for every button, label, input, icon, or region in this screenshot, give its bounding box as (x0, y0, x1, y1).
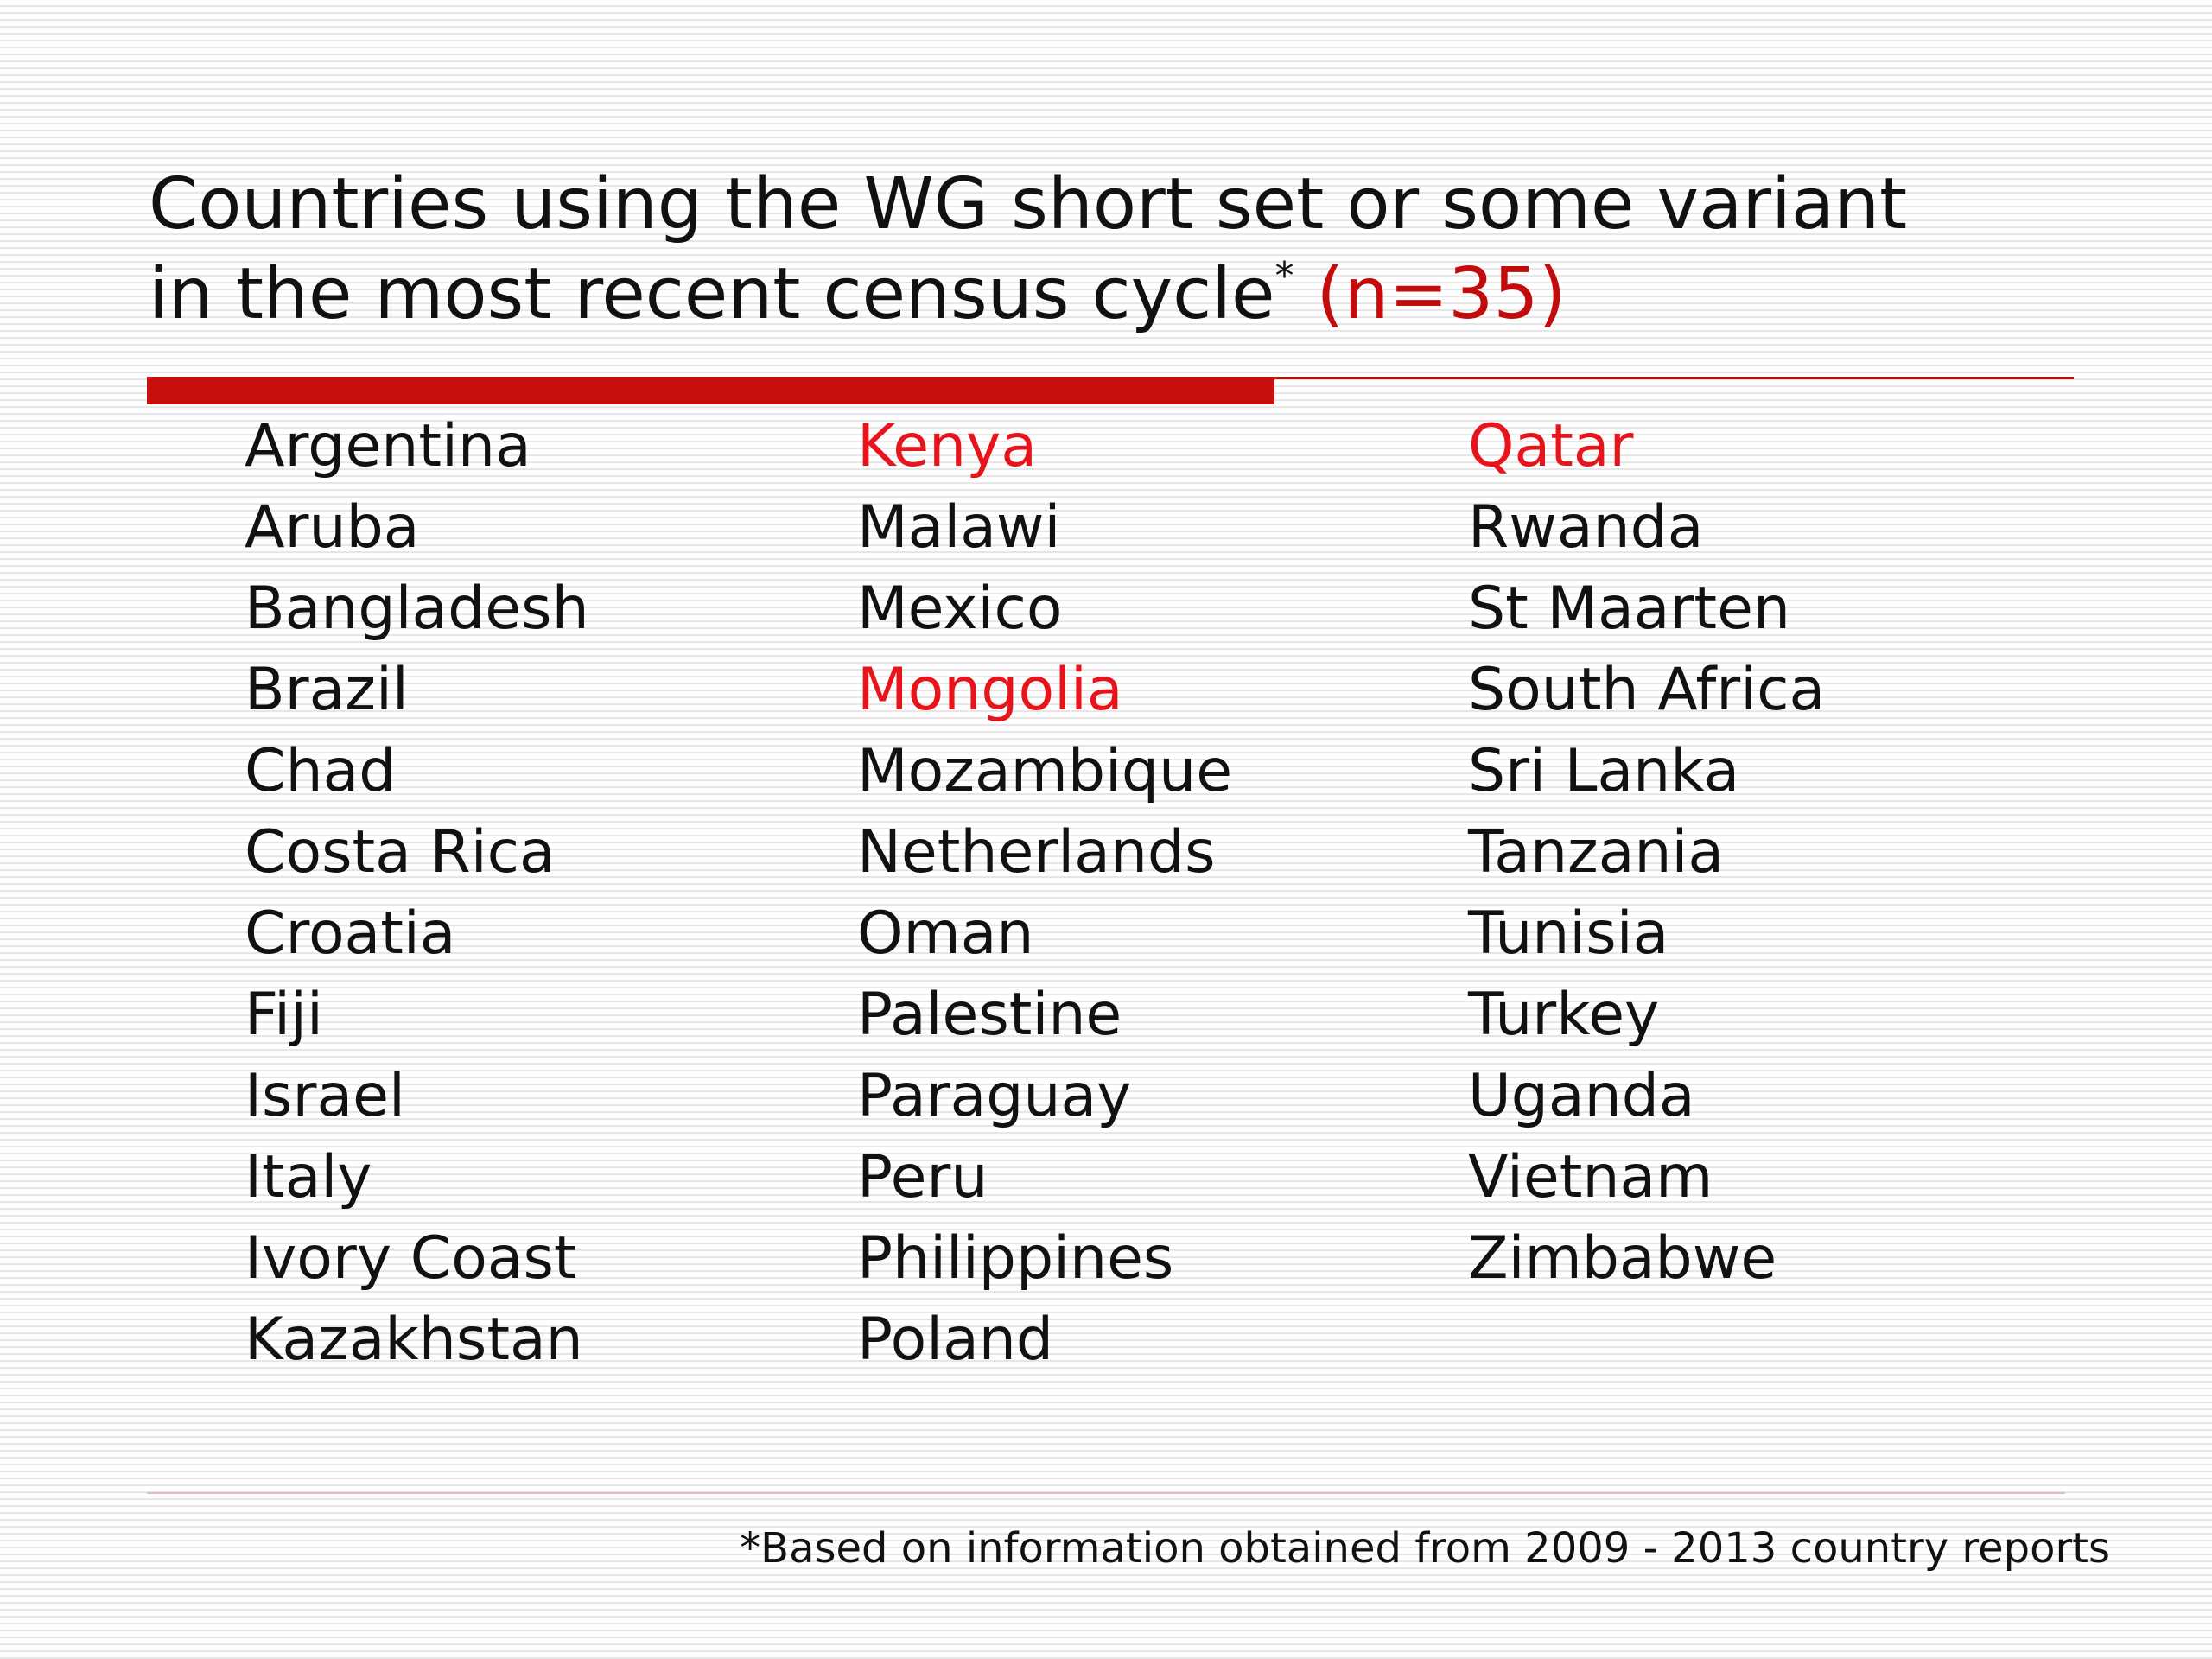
title-line-2-text: in the most recent census cycle (149, 253, 1275, 335)
country-item: Tanzania (1468, 818, 1725, 887)
country-item: Mozambique (857, 737, 1233, 805)
title-line-2: in the most recent census cycle* (n=35) (149, 250, 2093, 340)
country-item: Italy (245, 1143, 372, 1211)
footnote: *Based on information obtained from 2009… (740, 1524, 2110, 1573)
country-item: Argentina (245, 412, 531, 480)
country-item: Costa Rica (245, 818, 556, 887)
country-column-2: Kenya Malawi Mexico Mongolia Mozambique Nethe… (857, 406, 1232, 1381)
country-column-3: Qatar Rwanda St Maarten South Africa Sri Lan… (1468, 406, 1825, 1300)
country-item: Tunisia (1468, 899, 1669, 968)
footer-divider (147, 1492, 2065, 1494)
country-item: Brazil (245, 656, 409, 724)
title-line-1: Countries using the WG short set or some… (149, 163, 1908, 245)
title-underline-thin (1274, 377, 2074, 379)
country-item: Kenya (857, 412, 1038, 480)
country-item: Israel (245, 1062, 405, 1130)
title-underline-thick (147, 377, 1274, 404)
country-item: Croatia (245, 899, 456, 968)
country-item: South Africa (1468, 656, 1826, 724)
country-item: Qatar (1468, 412, 1634, 480)
country-item: Bangladesh (245, 575, 589, 643)
country-item: Palestine (857, 981, 1122, 1049)
slide-title: Countries using the WG short set or some… (149, 160, 2093, 340)
country-item: Aruba (245, 493, 420, 562)
country-item: Mexico (857, 575, 1063, 643)
country-item: Poland (857, 1306, 1054, 1374)
country-item: Zimbabwe (1468, 1224, 1777, 1293)
country-columns: Argentina Aruba Bangladesh Brazil Chad Costa … (0, 406, 2212, 1408)
country-column-1: Argentina Aruba Bangladesh Brazil Chad Costa … (245, 406, 589, 1381)
country-item: St Maarten (1468, 575, 1791, 643)
title-count: (n=35) (1316, 253, 1567, 335)
title-asterisk: * (1274, 254, 1294, 298)
country-item: Rwanda (1468, 493, 1704, 562)
country-item: Mongolia (857, 656, 1123, 724)
country-item: Philippines (857, 1224, 1174, 1293)
country-item: Oman (857, 899, 1034, 968)
country-item: Peru (857, 1143, 988, 1211)
country-item: Turkey (1468, 981, 1660, 1049)
country-item: Fiji (245, 981, 323, 1049)
country-item: Sri Lanka (1468, 737, 1740, 805)
country-item: Malawi (857, 493, 1061, 562)
country-item: Chad (245, 737, 397, 805)
country-item: Paraguay (857, 1062, 1132, 1130)
country-item: Kazakhstan (245, 1306, 583, 1374)
country-item: Uganda (1468, 1062, 1695, 1130)
country-item: Vietnam (1468, 1143, 1713, 1211)
country-item: Netherlands (857, 818, 1216, 887)
country-item: Ivory Coast (245, 1224, 577, 1293)
